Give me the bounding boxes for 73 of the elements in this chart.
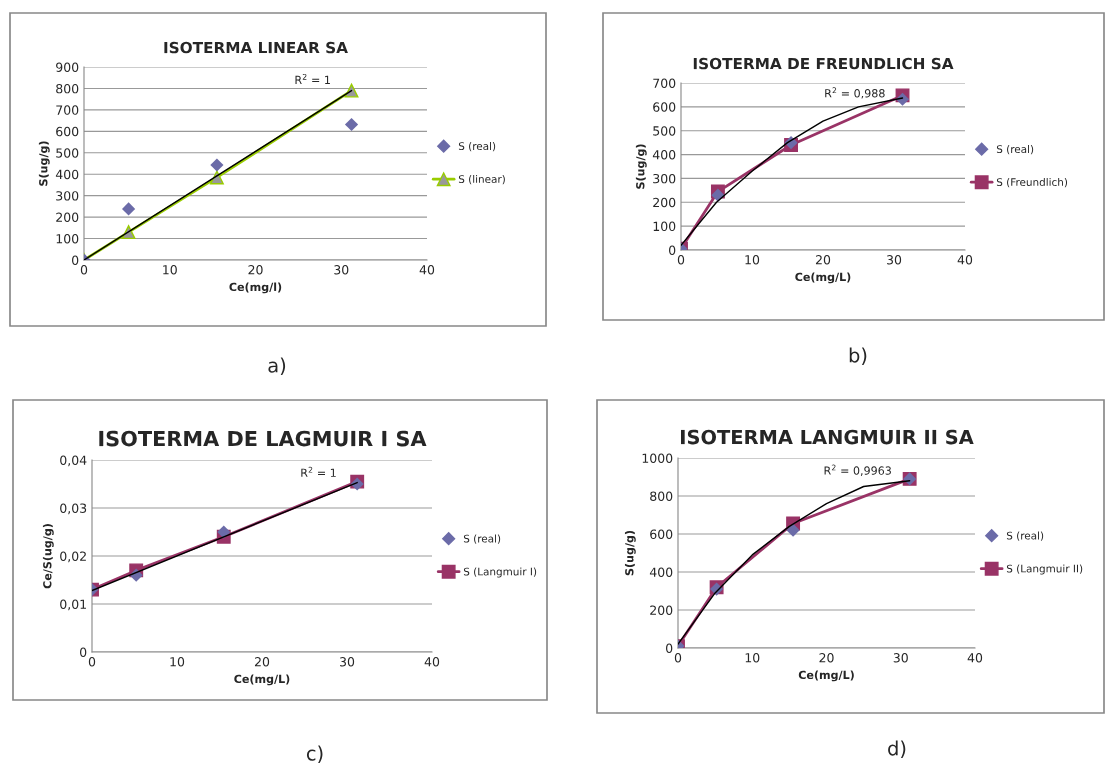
y-tick-label: 300 [56,191,79,201]
annotation: R$^{2}$ = 0,9963 [824,464,891,476]
y-tick-label: 200 [653,197,676,208]
x-tick-label: 30 [340,657,355,667]
y-tick-label: 200 [650,605,673,615]
y-tick-label: 0,02 [60,551,86,563]
y-tick-label: 700 [653,78,676,88]
y-tick-label: 800 [56,83,79,94]
x-axis-title: Ce(mg/L) [798,670,854,682]
x-axis-title: Ce(mg/L) [234,674,290,686]
text: d) [888,740,906,758]
legend-label: S (Langmuir I) [463,567,537,578]
x-tick-label: 20 [254,657,270,667]
y-tick-label: 100 [56,234,79,244]
x-tick-label: 20 [248,265,263,275]
y-axis-title: S(ug/g) [635,144,647,189]
legend-label: S (real) [463,534,501,544]
y-tick-label: 400 [649,567,673,577]
y-tick-label: 0,04 [60,455,87,467]
x-tick-label: 0 [88,657,96,667]
y-tick-label: 600 [650,529,673,539]
annotation: R$^{2}$ = 0,988 [825,87,885,99]
annotation: R$^{2}$ = 1 [301,466,336,477]
x-tick-label: 40 [424,657,440,667]
x-axis-title: Ce(mg/L) [795,272,851,284]
y-tick-label: 400 [55,169,79,180]
chart-title: ISOTERMA LINEAR SA [164,41,348,54]
y-tick-label: 0,03 [60,503,87,515]
x-tick-label: 10 [170,657,185,667]
y-tick-label: 700 [56,105,79,115]
y-axis-title: S(ug/g) [624,530,636,576]
y-tick-label: 800 [650,491,673,501]
chart-title: ISOTERMA DE LAGMUIR I SA [99,430,427,447]
x-tick-label: 10 [163,265,177,275]
chart-title: ISOTERMA LANGMUIR II SA [681,429,974,445]
annotation: R$^{2}$ = 1 [295,73,330,84]
chart-title: ISOTERMA DE FREUNDLICH SA [693,57,954,70]
y-axis-title: S(ug/g) [38,141,50,186]
legend-label: S (real) [996,144,1034,155]
x-axis-title: Ce(mg/l) [229,282,282,294]
y-tick-label: 900 [56,62,79,72]
legend-label: S (Langmuir II) [1006,564,1083,575]
text: a) [268,357,286,375]
x-tick-label: 40 [419,265,435,275]
x-tick-label: 30 [887,255,902,265]
legend-label: S (Freundlich) [996,177,1068,188]
y-tick-label: 200 [56,212,79,223]
x-tick-label: 20 [819,653,834,663]
x-tick-label: 0 [677,255,685,265]
text: b) [849,347,867,365]
y-axis-title: Ce/S(ug/g) [42,524,54,589]
text: c) [306,745,323,763]
x-tick-label: 20 [815,255,831,265]
y-tick-label: 600 [56,126,79,137]
y-tick-label: 600 [653,102,676,112]
y-tick-label: 500 [56,148,79,158]
x-tick-label: 10 [745,653,760,663]
x-tick-label: 30 [893,653,908,663]
y-tick-label: 500 [653,126,676,136]
y-tick-label: 0 [669,245,676,255]
y-tick-label: 0 [666,643,673,653]
y-tick-label: 400 [652,150,676,160]
y-tick-label: 100 [653,221,676,232]
legend-label: S (linear) [458,174,505,185]
x-tick-label: 10 [745,255,760,265]
x-tick-label: 40 [967,653,983,663]
y-tick-label: 300 [653,173,676,184]
y-tick-label: 0,01 [60,599,86,611]
x-tick-label: 40 [957,255,973,265]
y-tick-label: 1000 [642,453,673,463]
legend-label: S (real) [1006,531,1044,541]
x-tick-label: 30 [334,265,349,275]
legend-label: S (real) [458,141,496,152]
